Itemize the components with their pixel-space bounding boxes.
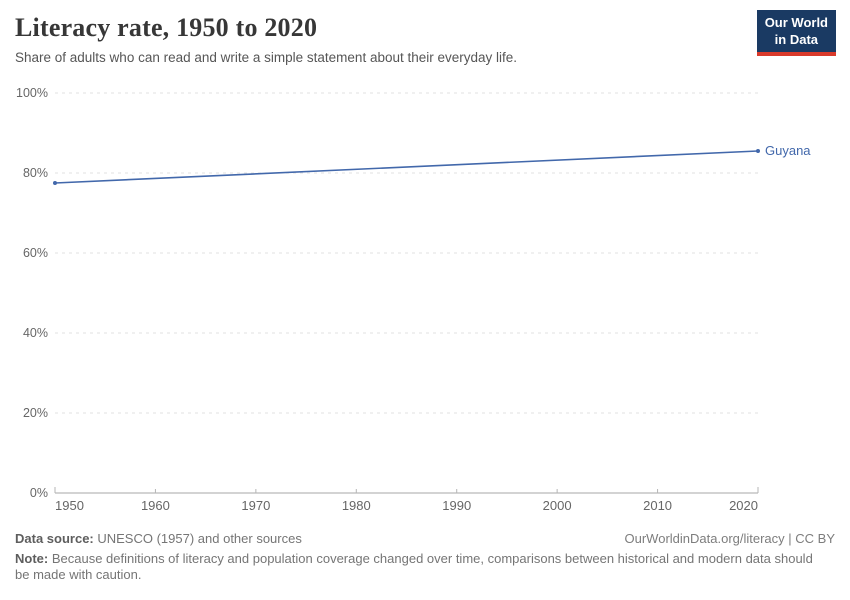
owid-logo-line1: Our World [764, 15, 828, 30]
chart-footer: Data source: UNESCO (1957) and other sou… [15, 531, 835, 584]
chart-subtitle: Share of adults who can read and write a… [15, 49, 518, 65]
footer-source-row: Data source: UNESCO (1957) and other sou… [15, 531, 835, 548]
chart-title: Literacy rate, 1950 to 2020 [15, 13, 318, 42]
owid-logo-line2: in Data [774, 31, 819, 47]
x-tick-label: 1970 [241, 498, 270, 513]
data-source-text: UNESCO (1957) and other sources [93, 531, 302, 546]
x-tick-label: 2020 [729, 498, 758, 513]
note-label: Note: [15, 550, 49, 566]
series-endpoint-dot [53, 181, 57, 185]
x-tick-label: 1960 [141, 498, 170, 513]
series-endpoint-dot [756, 149, 760, 153]
x-tick-label: 1990 [442, 498, 471, 513]
x-tick-label: 1980 [342, 498, 371, 513]
x-tick-label: 2000 [543, 498, 572, 513]
owid-logo[interactable]: Our World in Data [756, 10, 836, 56]
y-tick-label: 20% [23, 406, 48, 420]
data-source-label: Data source: [15, 531, 94, 546]
x-tick-label: 2010 [643, 498, 672, 513]
citation-link[interactable]: OurWorldinData.org/literacy | CC BY [624, 531, 835, 546]
series-label[interactable]: Guyana [765, 143, 811, 158]
y-tick-label: 60% [23, 246, 48, 260]
y-tick-label: 0% [30, 486, 48, 500]
y-tick-label: 40% [23, 326, 48, 340]
chart-canvas[interactable]: 0% 20% 40% 60% 80% 100% 1950 1960 1970 1980 1990 20… [0, 0, 850, 530]
footer-note: Note: Because definitions of literacy an… [15, 551, 827, 584]
data-source: Data source: UNESCO (1957) and other sou… [15, 531, 302, 548]
y-tick-label: 100% [16, 86, 48, 100]
note-text: Because definitions of literacy and popu… [15, 550, 813, 583]
chart-header: Literacy rate, 1950 to 2020 Share of adu… [15, 13, 517, 65]
series-line-guyana[interactable] [54, 150, 759, 184]
x-tick-label: 1950 [55, 498, 84, 513]
y-tick-label: 80% [23, 166, 48, 180]
